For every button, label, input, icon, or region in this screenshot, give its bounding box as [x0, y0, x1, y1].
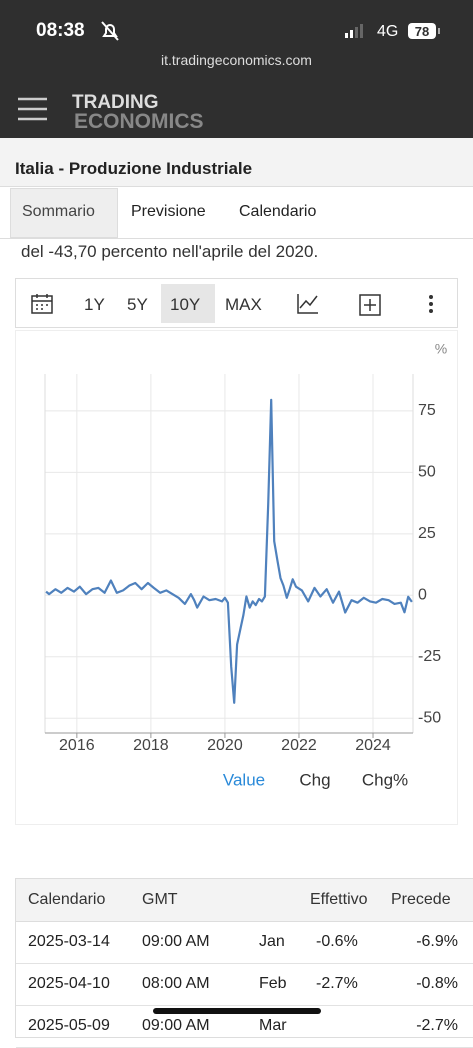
url[interactable]: it.tradingeconomics.com [161, 52, 312, 68]
y-tick-label: 0 [418, 587, 427, 604]
clock: 08:38 [36, 20, 85, 41]
range-selected[interactable] [161, 284, 215, 323]
logo-bottom[interactable]: ECONOMICS [74, 110, 204, 133]
x-tick-label: 2018 [133, 737, 169, 754]
home-indicator [153, 1008, 321, 1014]
view-tab[interactable]: Value [223, 770, 265, 789]
table-header: Effettivo [310, 891, 368, 908]
toolbar [15, 278, 458, 328]
logo-top[interactable]: TRADING [72, 92, 159, 113]
x-tick-label: 2020 [207, 737, 243, 754]
y-tick-label: 75 [418, 402, 436, 419]
menu-icon[interactable] [17, 97, 49, 123]
tab[interactable]: Previsione [131, 203, 206, 220]
table-cell: -0.8% [416, 975, 458, 992]
table-cell: 2025-03-14 [28, 933, 110, 950]
range-button[interactable]: MAX [225, 295, 262, 314]
x-tick-label: 2024 [355, 737, 391, 754]
table-cell: Jan [259, 933, 285, 950]
table-cell: 2025-05-09 [28, 1017, 110, 1034]
status-icons [101, 21, 440, 41]
table-cell: 2025-04-10 [28, 975, 110, 992]
table-cell: -0.6% [316, 933, 358, 950]
top-bar [0, 0, 473, 138]
table-header: GMT [142, 891, 178, 908]
table-header-bg [16, 879, 473, 922]
table-cell: Feb [259, 975, 287, 992]
row-divider [16, 963, 473, 964]
range-button[interactable]: 5Y [127, 295, 148, 314]
x-tick-label: 2016 [59, 737, 95, 754]
page-title: Italia - Produzione Industriale [15, 159, 253, 178]
y-tick-label: 50 [418, 464, 436, 481]
view-tab[interactable]: Chg% [362, 770, 408, 789]
chart-card [15, 330, 458, 825]
y-unit: % [435, 341, 447, 357]
tab-active[interactable] [10, 188, 118, 238]
tab[interactable]: Calendario [239, 203, 317, 220]
network: 4G [377, 23, 399, 40]
title-bar [0, 138, 473, 187]
tab-border [0, 238, 473, 239]
calendar-icon[interactable] [31, 293, 55, 315]
table-cell: -2.7% [316, 975, 358, 992]
table-cell: -6.9% [416, 933, 458, 950]
data-line [45, 398, 413, 704]
x-tick-label: 2022 [281, 737, 317, 754]
view-tab[interactable]: Chg [299, 770, 330, 789]
tab[interactable]: Sommario [22, 203, 95, 220]
y-tick-label: -50 [418, 709, 441, 726]
y-tick-label: -25 [418, 648, 441, 665]
table-cell: 09:00 AM [142, 1017, 210, 1034]
range-button[interactable]: 1Y [84, 295, 105, 314]
table-header: Calendario [28, 891, 106, 908]
table-cell: Mar [259, 1017, 287, 1034]
table-header: Precede [391, 891, 451, 908]
range-button[interactable]: 10Y [170, 295, 201, 314]
table-cell: 08:00 AM [142, 975, 210, 992]
battery: 78 [414, 24, 430, 39]
table-cell: 09:00 AM [142, 933, 210, 950]
row-divider [16, 1005, 473, 1006]
chart: % -50 -25 0 25 50 75 2016 2018 2020 2022 2024 Value C… [44, 341, 447, 789]
toolbar-icons[interactable] [295, 292, 445, 318]
summary-text: del -43,70 percento nell'aprile del 2020… [21, 242, 319, 261]
y-tick-label: 25 [418, 525, 436, 542]
table-cell: -2.7% [416, 1017, 458, 1034]
